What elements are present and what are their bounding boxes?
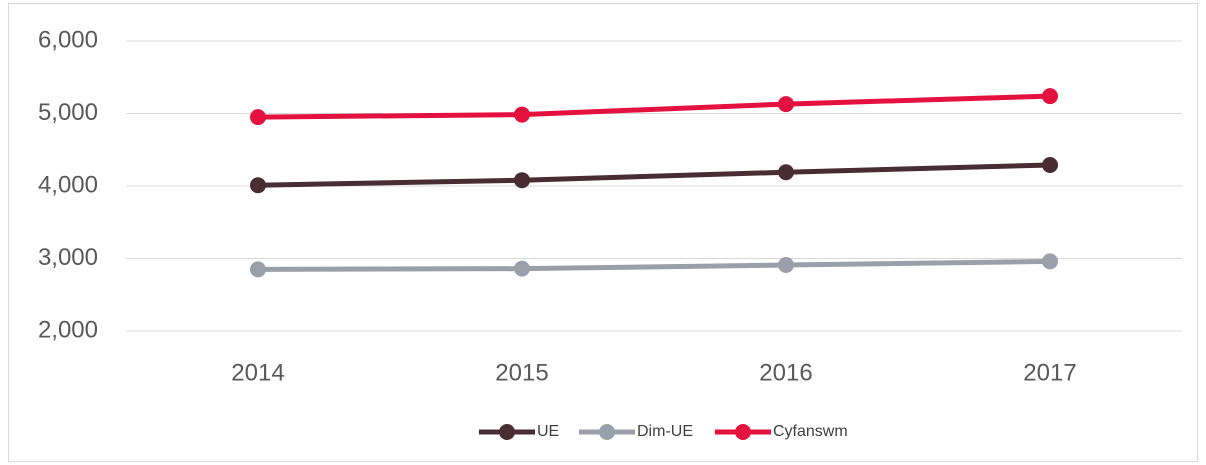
y-tick-label: 3,000: [38, 244, 98, 271]
x-tick-label: 2016: [759, 359, 812, 386]
x-tick-label: 2015: [495, 359, 548, 386]
data-point: [1042, 88, 1058, 105]
data-point: [778, 96, 794, 113]
series-line: [257, 258, 1051, 272]
y-tick-label: 4,000: [38, 171, 98, 198]
data-point: [250, 109, 266, 126]
y-tick-label: 5,000: [38, 99, 98, 126]
series-line: [257, 93, 1051, 120]
data-point: [514, 260, 530, 277]
data-point: [778, 164, 794, 181]
x-tick-label: 2017: [1023, 359, 1076, 386]
legend-marker: [499, 424, 515, 440]
data-point: [778, 257, 794, 274]
legend-label: Dim-UE: [637, 423, 693, 440]
legend-marker: [599, 424, 615, 440]
data-point: [514, 106, 530, 123]
data-point: [250, 177, 266, 194]
series-line: [257, 162, 1051, 188]
data-point: [1042, 156, 1058, 173]
data-point: [514, 172, 530, 189]
legend-label: UE: [537, 423, 559, 440]
data-point: [1042, 253, 1058, 270]
y-tick-label: 6,000: [38, 26, 98, 53]
chart-frame: [8, 3, 1198, 462]
y-tick-label: 2,000: [38, 316, 98, 343]
legend-marker: [735, 424, 751, 440]
data-point: [250, 261, 266, 278]
x-tick-label: 2014: [231, 359, 284, 386]
legend-label: Cyfanswm: [773, 423, 848, 440]
